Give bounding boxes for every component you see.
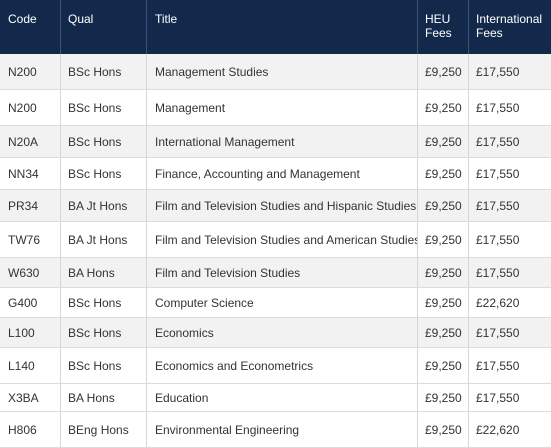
cell-international-fee: £17,550 [476, 64, 520, 79]
header-title: Title [147, 0, 418, 54]
cell-international-fee: £17,550 [476, 198, 520, 213]
cell-heu-fee: £9,250 [418, 126, 469, 157]
table-row: L100 BSc Hons Economics £9,250 £17,550 [0, 318, 551, 348]
cell-international-fee: £17,550 [476, 166, 520, 181]
table-row: X3BA BA Hons Education £9,250 £17,550 [0, 384, 551, 412]
cell-heu-fee: £9,250 [418, 90, 469, 125]
cell-qual: BSc Hons [61, 90, 147, 125]
cell-title: Economics and Econometrics [147, 348, 418, 383]
table-row: N200 BSc Hons Management Studies £9,250 £17,… [0, 54, 551, 90]
cell-title: Environmental Engineering [147, 412, 418, 447]
cell-code: N200 [0, 90, 61, 125]
cell-title: Economics [147, 318, 418, 347]
cell-international-fee: £17,550 [476, 358, 520, 373]
cell-qual: BSc Hons [61, 126, 147, 157]
cell-title: Computer Science [147, 288, 418, 317]
cell-title: Education [147, 384, 418, 411]
table-row: NN34 BSc Hons Finance, Accounting and Mana… [0, 158, 551, 190]
cell-code: N20A [0, 126, 61, 157]
cell-code: TW76 [0, 222, 61, 257]
cell-code: H806 [0, 412, 61, 447]
cell-heu-fee: £9,250 [418, 190, 469, 221]
cell-heu-fee: £9,250 [418, 54, 469, 89]
cell-code: X3BA [0, 384, 61, 411]
cell-title: Management Studies [147, 54, 418, 89]
header-heu-fees: HEU Fees [418, 0, 469, 54]
cell-code: L100 [0, 318, 61, 347]
cell-qual: BA Jt Hons [61, 190, 147, 221]
cell-code: N200 [0, 54, 61, 89]
cell-qual: BA Hons [61, 384, 147, 411]
cell-heu-fee: £9,250 [418, 412, 469, 447]
cell-qual: BSc Hons [61, 288, 147, 317]
table-row: N200 BSc Hons Management £9,250 £17,550 [0, 90, 551, 126]
cell-qual: BEng Hons [61, 412, 147, 447]
table-row: TW76 BA Jt Hons Film and Television Studie… [0, 222, 551, 258]
cell-qual: BA Jt Hons [61, 222, 147, 257]
cell-international-fee: £17,550 [476, 100, 520, 115]
cell-title: Film and Television Studies and Hispanic… [147, 190, 418, 221]
cell-title: International Management [147, 126, 418, 157]
cell-qual: BSc Hons [61, 158, 147, 189]
cell-code: W630 [0, 258, 61, 287]
cell-code: L140 [0, 348, 61, 383]
cell-heu-fee: £9,250 [418, 258, 469, 287]
cell-code: PR34 [0, 190, 61, 221]
cell-title: Film and Television Studies [147, 258, 418, 287]
cell-heu-fee: £9,250 [418, 384, 469, 411]
cell-qual: BSc Hons [61, 318, 147, 347]
table-row: H806 BEng Hons Environmental Engineering £9… [0, 412, 551, 448]
header-code: Code [0, 0, 61, 54]
header-qual: Qual [61, 0, 147, 54]
cell-code: G400 [0, 288, 61, 317]
cell-international-fee: £17,550 [476, 390, 520, 405]
cell-title: Film and Television Studies and American… [147, 222, 418, 257]
cell-heu-fee: £9,250 [418, 158, 469, 189]
cell-title: Management [147, 90, 418, 125]
table-row: G400 BSc Hons Computer Science £9,250 £22,62… [0, 288, 551, 318]
cell-international-fee: £17,550 [476, 134, 520, 149]
cell-international-fee: £22,620 [476, 295, 520, 310]
table-row: PR34 BA Jt Hons Film and Television Studie… [0, 190, 551, 222]
cell-code: NN34 [0, 158, 61, 189]
table-row: L140 BSc Hons Economics and Econometrics £9… [0, 348, 551, 384]
cell-international-fee: £17,550 [476, 265, 520, 280]
header-international-fees: International Fees [476, 12, 543, 40]
cell-qual: BSc Hons [61, 348, 147, 383]
table-row: W630 BA Hons Film and Television Studies £9… [0, 258, 551, 288]
table-row: N20A BSc Hons International Management £9,2… [0, 126, 551, 158]
cell-heu-fee: £9,250 [418, 288, 469, 317]
cell-qual: BA Hons [61, 258, 147, 287]
cell-heu-fee: £9,250 [418, 318, 469, 347]
cell-qual: BSc Hons [61, 54, 147, 89]
cell-heu-fee: £9,250 [418, 222, 469, 257]
cell-international-fee: £17,550 [476, 232, 520, 247]
cell-heu-fee: £9,250 [418, 348, 469, 383]
cell-title: Finance, Accounting and Management [147, 158, 418, 189]
cell-international-fee: £22,620 [476, 422, 520, 437]
cell-international-fee: £17,550 [476, 325, 520, 340]
table-header-row: Code Qual Title HEU Fees International F… [0, 0, 551, 54]
